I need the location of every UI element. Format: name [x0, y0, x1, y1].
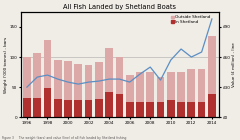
Bar	[23, 57, 31, 98]
Bar	[23, 98, 31, 117]
Bar	[187, 102, 195, 117]
Bar	[95, 62, 103, 99]
Title: All Fish Landed by Shetland Boats: All Fish Landed by Shetland Boats	[63, 4, 176, 10]
Bar	[54, 60, 62, 99]
Bar	[167, 72, 175, 100]
Bar	[74, 64, 82, 100]
Y-axis label: Weight ('000 tonnes) - bars: Weight ('000 tonnes) - bars	[4, 37, 8, 93]
Bar	[177, 102, 185, 117]
Bar	[126, 75, 133, 102]
Bar	[187, 69, 195, 102]
Bar	[198, 69, 205, 102]
Bar	[85, 66, 92, 100]
Bar	[44, 88, 51, 117]
Bar	[177, 72, 185, 102]
Bar	[146, 72, 154, 102]
Bar	[85, 100, 92, 117]
Bar	[44, 40, 51, 88]
Bar	[33, 98, 41, 117]
Bar	[167, 100, 175, 117]
Bar	[136, 102, 144, 117]
Text: Figure 3     The weight (bars) and value (line) of all fish landed by Shetland f: Figure 3 The weight (bars) and value (li…	[2, 136, 127, 140]
Bar	[198, 102, 205, 117]
Legend: Outside Shetland, In Shetland: Outside Shetland, In Shetland	[170, 15, 211, 24]
Bar	[116, 94, 123, 117]
Bar	[208, 36, 216, 94]
Bar	[33, 53, 41, 98]
Bar	[54, 99, 62, 117]
Bar	[74, 100, 82, 117]
Bar	[157, 102, 164, 117]
Bar	[64, 61, 72, 100]
Bar	[105, 92, 113, 117]
Bar	[105, 48, 113, 92]
Bar	[157, 77, 164, 102]
Bar	[136, 72, 144, 102]
Bar	[126, 102, 133, 117]
Bar	[146, 102, 154, 117]
Bar	[95, 99, 103, 117]
Bar	[116, 57, 123, 94]
Bar	[64, 100, 72, 117]
Bar	[208, 94, 216, 117]
Y-axis label: Value (£ million) - line: Value (£ million) - line	[232, 42, 236, 87]
